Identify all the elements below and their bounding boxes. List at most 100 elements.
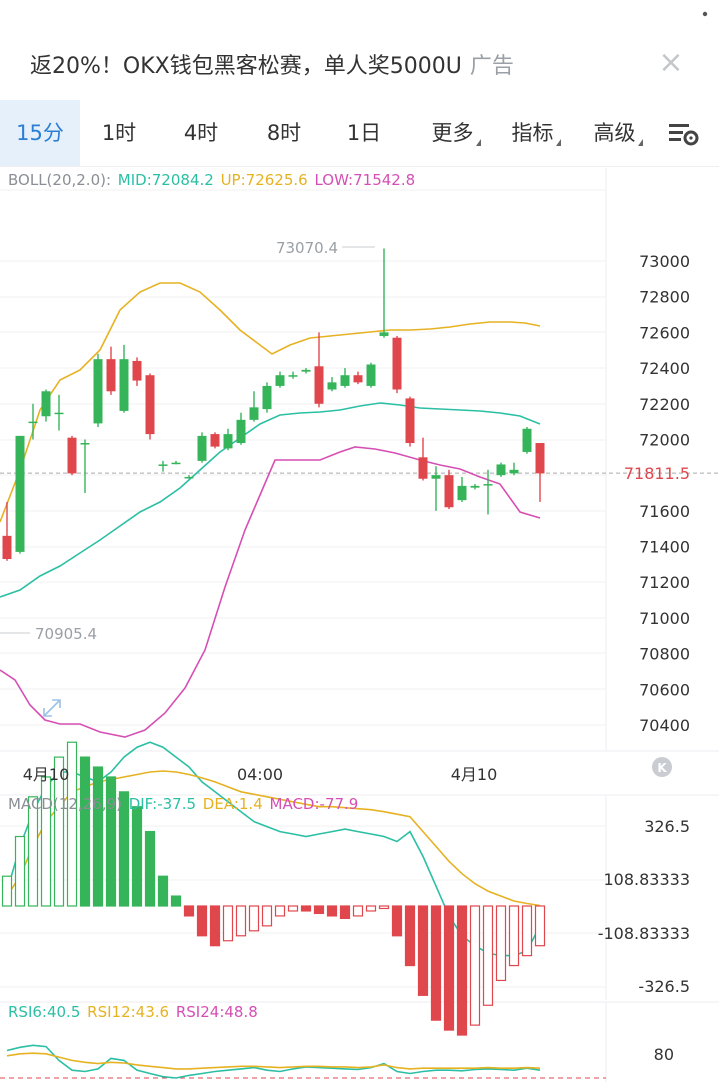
boll-name: BOLL(20,2.0):	[8, 171, 112, 189]
macd-bar	[456, 905, 468, 1036]
candle-body	[379, 332, 389, 336]
rsi12-line	[6, 1052, 541, 1070]
macd-bar	[183, 905, 195, 917]
macd-bar	[521, 905, 533, 957]
candle-body	[340, 375, 350, 386]
chart-settings-icon[interactable]	[666, 118, 702, 150]
macd-bar	[131, 806, 143, 907]
candle-body	[418, 457, 428, 479]
candle-body	[106, 359, 116, 392]
tab-indicators[interactable]: 指标	[500, 100, 572, 166]
macd-bar	[404, 905, 416, 967]
time-axis-label: 04:00	[237, 765, 283, 784]
rsi24: RSI24:48.8	[175, 1003, 258, 1021]
candle-body	[41, 391, 51, 417]
macd-bar	[27, 796, 39, 907]
dropdown-icon	[475, 139, 481, 146]
macd-bar	[365, 905, 377, 912]
ad-text[interactable]: 返20%！OKX钱包黑客松赛，单人奖5000U 广告	[30, 54, 514, 79]
current-price-label: 71811.5	[624, 464, 690, 483]
tab-more[interactable]: 更多	[420, 100, 492, 166]
macd-axis-label: 326.5	[644, 817, 690, 836]
tab-advanced[interactable]: 高级	[582, 100, 654, 166]
k-badge-icon[interactable]	[652, 757, 672, 777]
candle-body	[223, 434, 233, 449]
candle-body	[301, 369, 311, 372]
candle-body	[28, 421, 38, 424]
boll-mid-line	[0, 402, 541, 598]
price-axis-label: 70400	[639, 716, 690, 735]
macd-bar	[326, 905, 338, 917]
candle-body	[288, 375, 298, 377]
macd-value: MACD:-77.9	[269, 795, 359, 813]
dropdown-icon	[637, 139, 643, 146]
tab-1d[interactable]: 1日	[346, 121, 382, 145]
rsi-legend: RSI6:40.5 RSI12:43.6 RSI24:48.8	[8, 1003, 260, 1021]
tab-8h[interactable]: 8时	[266, 121, 302, 145]
candle-body	[262, 385, 272, 410]
more-vert-icon[interactable]	[698, 2, 712, 24]
macd-bar	[417, 905, 429, 996]
candle-body	[353, 375, 363, 383]
tab-15m[interactable]: 15分	[0, 100, 80, 166]
price-axis-label: 72000	[639, 430, 690, 449]
candle-body	[93, 359, 103, 424]
macd-axis-label: -326.5	[638, 977, 690, 996]
low-price-label: 70905.4	[35, 625, 97, 643]
macd-axis-label: 108.83333	[603, 870, 690, 889]
ad-tag: 广告	[469, 54, 514, 79]
price-axis-label: 73000	[639, 252, 690, 271]
boll-low: LOW:71542.8	[314, 171, 416, 189]
price-axis-label: 72800	[639, 288, 690, 307]
macd-bar	[534, 905, 546, 947]
macd-bar	[495, 905, 507, 982]
macd-bar	[53, 756, 65, 907]
macd-bar	[287, 905, 299, 912]
ad-banner[interactable]: 返20%！OKX钱包黑客松赛，单人奖5000U 广告 ×	[0, 0, 719, 100]
boll-upper-line	[0, 282, 541, 523]
candle-body	[132, 360, 142, 381]
timeframe-tabs: 15分 1时 4时 8时 1日 更多 指标 高级	[0, 100, 719, 167]
macd-bar	[79, 756, 91, 907]
price-axis-label: 70600	[639, 680, 690, 699]
candle-body	[457, 485, 467, 501]
high-price-label: 73070.4	[276, 239, 338, 257]
candle-body	[2, 535, 12, 560]
candle-body	[249, 407, 259, 420]
candle-body	[444, 475, 454, 508]
macd-bar	[300, 905, 312, 912]
expand-icon-path	[43, 699, 61, 717]
macd-bar	[66, 741, 78, 907]
macd-name: MACD(12,26,9)	[8, 795, 122, 813]
candle-body	[522, 428, 532, 452]
candle-body	[80, 443, 90, 445]
tab-4h[interactable]: 4时	[183, 121, 219, 145]
candle-body	[67, 437, 77, 474]
price-axis-label: 72600	[639, 323, 690, 342]
close-icon[interactable]: ×	[658, 45, 684, 80]
macd-bar	[144, 830, 156, 907]
dropdown-icon	[555, 139, 561, 146]
macd-bar	[339, 905, 351, 920]
candle-body	[366, 364, 376, 386]
candle-body	[470, 485, 480, 488]
macd-bar	[482, 905, 494, 1006]
expand-icon[interactable]	[43, 699, 61, 717]
candle-body	[431, 475, 441, 479]
candle-body	[210, 434, 220, 447]
price-axis-label: 71600	[639, 502, 690, 521]
macd-bar	[508, 905, 520, 967]
price-axis-label: 70800	[639, 645, 690, 664]
candle-body	[496, 464, 506, 476]
macd-bar	[222, 905, 234, 942]
tab-1h[interactable]: 1时	[101, 121, 137, 145]
candle-body	[275, 375, 285, 386]
candle-body	[54, 412, 64, 415]
macd-bar	[391, 905, 403, 937]
macd-dif: DIF:-37.5	[128, 795, 197, 813]
macd-bar	[378, 905, 390, 910]
candle-body	[15, 435, 25, 552]
rsi6: RSI6:40.5	[8, 1003, 81, 1021]
macd-bar	[196, 905, 208, 937]
